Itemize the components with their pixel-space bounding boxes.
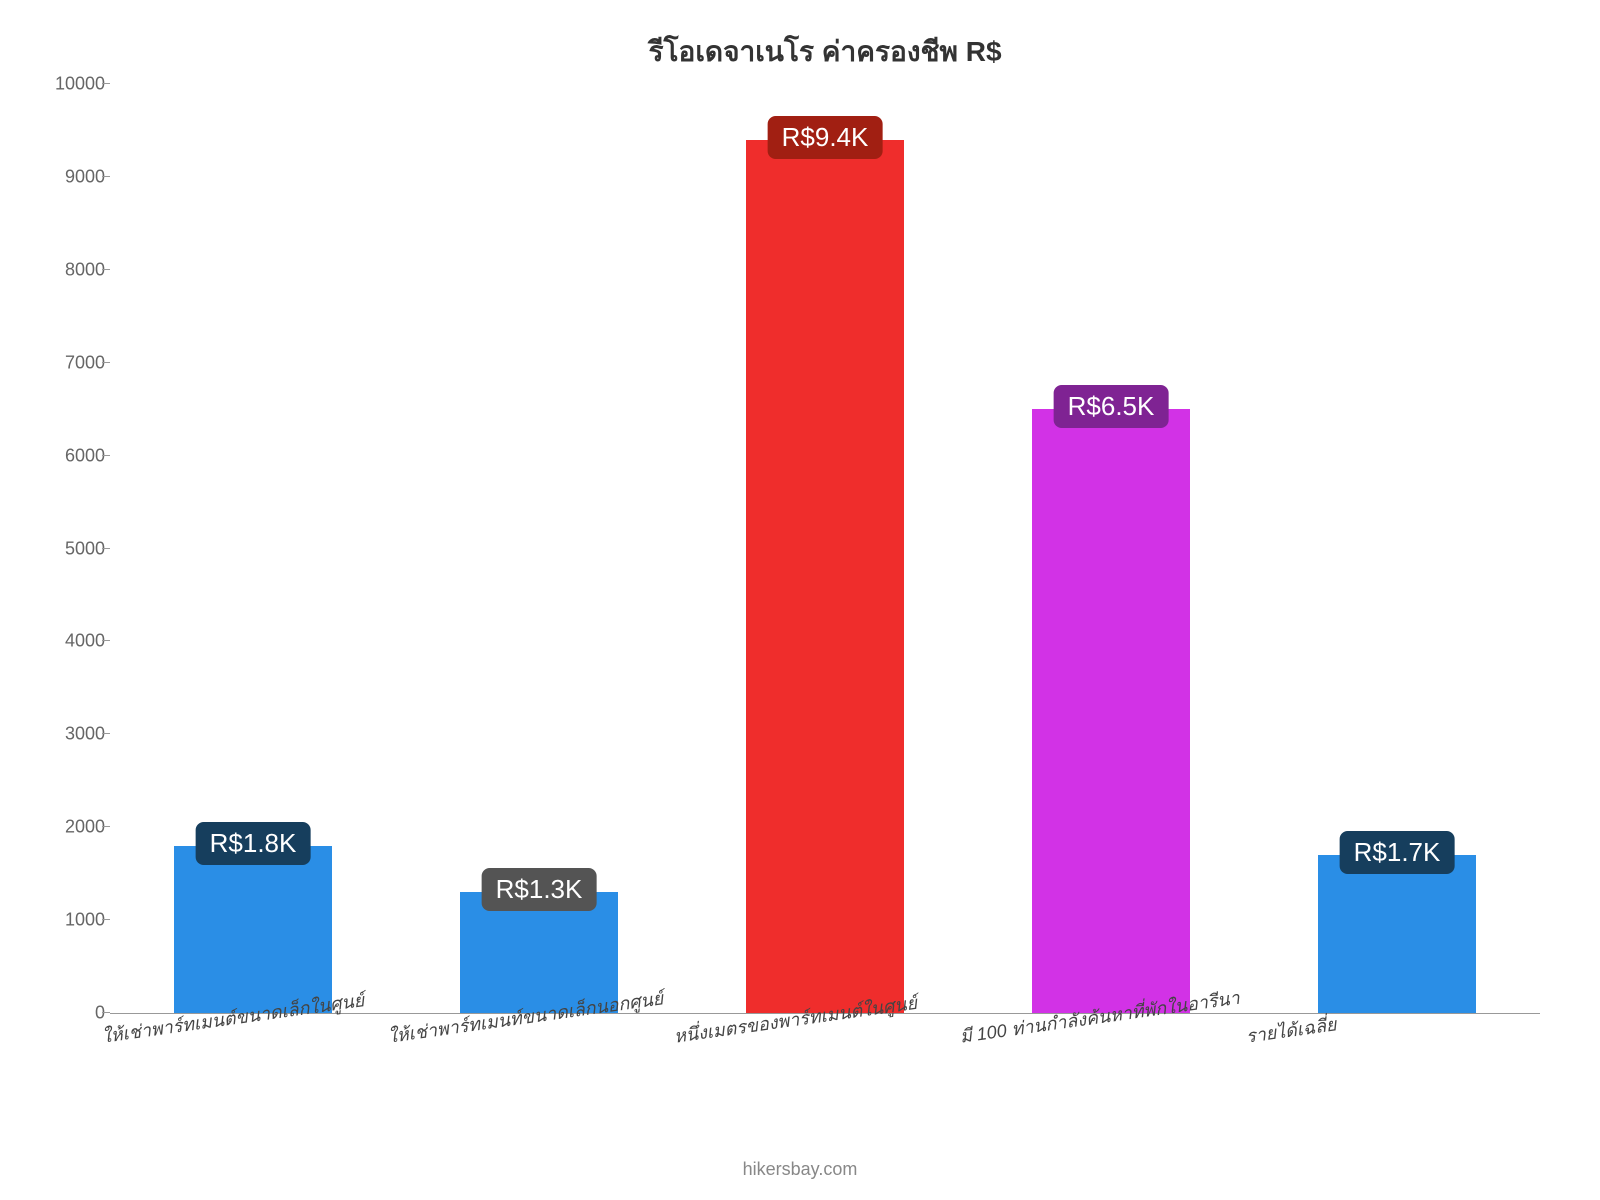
bar: R$1.8K — [174, 846, 331, 1013]
y-tick-label: 6000 — [45, 445, 105, 466]
attribution-text: hikersbay.com — [0, 1159, 1600, 1180]
bar-slot: R$9.4K — [682, 84, 968, 1013]
y-tick-label: 0 — [45, 1003, 105, 1024]
y-tick-label: 9000 — [45, 166, 105, 187]
chart-title: รีโอเดจาเนโร ค่าครองชีพ R$ — [110, 30, 1540, 74]
x-label-slot: ให้เช่าพาร์ทเมนท์ขนาดเล็กนอกศูนย์ — [396, 1014, 682, 1114]
y-tick-label: 7000 — [45, 352, 105, 373]
y-tick-mark — [102, 733, 110, 734]
x-label-slot: รายได้เฉลี่ย — [1254, 1014, 1540, 1114]
bar-value-label: R$6.5K — [1054, 385, 1169, 428]
y-tick-mark — [102, 640, 110, 641]
y-tick-label: 1000 — [45, 910, 105, 931]
y-tick-mark — [102, 826, 110, 827]
y-tick-label: 10000 — [45, 74, 105, 95]
bar-slot: R$6.5K — [968, 84, 1254, 1013]
chart-container: รีโอเดจาเนโร ค่าครองชีพ R$ 0100020003000… — [0, 0, 1600, 1200]
y-tick-mark — [102, 1012, 110, 1013]
y-tick-mark — [102, 455, 110, 456]
bar-slot: R$1.3K — [396, 84, 682, 1013]
y-axis: 0100020003000400050006000700080009000100… — [45, 84, 105, 1013]
y-tick-mark — [102, 176, 110, 177]
x-axis-label: รายได้เฉลี่ย — [1244, 1009, 1338, 1050]
y-tick-label: 8000 — [45, 259, 105, 280]
bar: R$1.7K — [1318, 855, 1475, 1013]
y-tick-mark — [102, 548, 110, 549]
x-label-slot: ให้เช่าพาร์ทเมนต์ขนาดเล็กในศูนย์ — [110, 1014, 396, 1114]
bar-value-label: R$1.8K — [196, 822, 311, 865]
bar: R$9.4K — [746, 140, 903, 1013]
y-tick-label: 3000 — [45, 724, 105, 745]
x-label-slot: มี 100 ท่านกำลังค้นหาที่พักในอารีนา — [968, 1014, 1254, 1114]
bar-slot: R$1.8K — [110, 84, 396, 1013]
y-tick-label: 2000 — [45, 817, 105, 838]
y-tick-label: 5000 — [45, 538, 105, 559]
plot-area: 0100020003000400050006000700080009000100… — [110, 84, 1540, 1014]
x-label-slot: หนึ่งเมตรของพาร์ทเมนต์ในศูนย์ — [682, 1014, 968, 1114]
x-axis-labels: ให้เช่าพาร์ทเมนต์ขนาดเล็กในศูนย์ให้เช่าพ… — [110, 1014, 1540, 1114]
bar-slot: R$1.7K — [1254, 84, 1540, 1013]
bars-group: R$1.8K R$1.3K R$9.4K R$6.5K R$1.7K — [110, 84, 1540, 1013]
bar-value-label: R$1.7K — [1340, 831, 1455, 874]
bar-value-label: R$1.3K — [482, 868, 597, 911]
bar-value-label: R$9.4K — [768, 116, 883, 159]
bar: R$6.5K — [1032, 409, 1189, 1013]
y-tick-mark — [102, 269, 110, 270]
y-tick-mark — [102, 919, 110, 920]
y-tick-mark — [102, 362, 110, 363]
y-tick-label: 4000 — [45, 631, 105, 652]
y-tick-mark — [102, 83, 110, 84]
